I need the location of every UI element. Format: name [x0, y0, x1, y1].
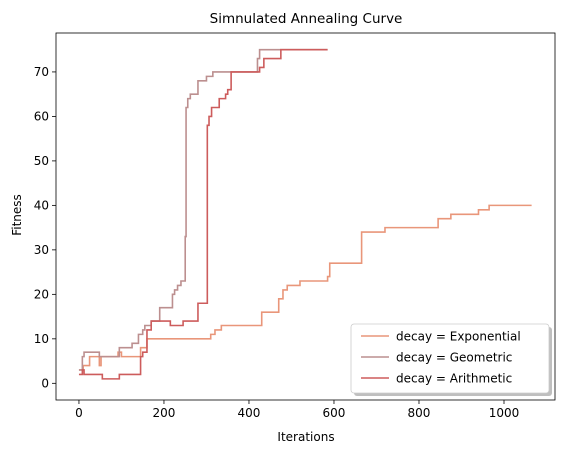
x-tick-label: 800	[408, 406, 431, 420]
plot-frame	[55, 32, 556, 401]
y-tick-label: 0	[41, 377, 49, 391]
legend-entry: decay = Arithmetic	[396, 371, 512, 385]
legend: decay = Exponential decay = Geometric deca…	[350, 323, 552, 396]
y-axis: 0 10 20 30 40 50 60 70	[34, 65, 56, 391]
legend-entry: decay = Geometric	[396, 350, 512, 364]
y-tick-label: 10	[34, 332, 49, 346]
x-tick-label: 1000	[489, 406, 520, 420]
x-axis-label: Iterations	[277, 430, 334, 444]
y-axis-label: Fitness	[10, 194, 24, 236]
legend-box	[350, 323, 550, 394]
plot-lines	[78, 48, 532, 380]
chart-title: Simnulated Annealing Curve	[210, 11, 403, 27]
y-tick-label: 40	[34, 199, 49, 213]
x-tick-label: 200	[153, 406, 176, 420]
legend-entry: decay = Exponential	[396, 329, 521, 343]
series-line-3	[78, 48, 328, 380]
x-tick-label: 0	[75, 406, 83, 420]
y-tick-label: 70	[34, 65, 49, 79]
series-line-2	[78, 48, 328, 371]
x-axis: 0 200 400 600 800 1000	[75, 400, 519, 420]
y-tick-label: 30	[34, 243, 49, 257]
y-tick-label: 50	[34, 154, 49, 168]
y-tick-label: 60	[34, 110, 49, 124]
x-tick-label: 600	[323, 406, 346, 420]
y-tick-label: 20	[34, 288, 49, 302]
x-tick-label: 400	[238, 406, 261, 420]
